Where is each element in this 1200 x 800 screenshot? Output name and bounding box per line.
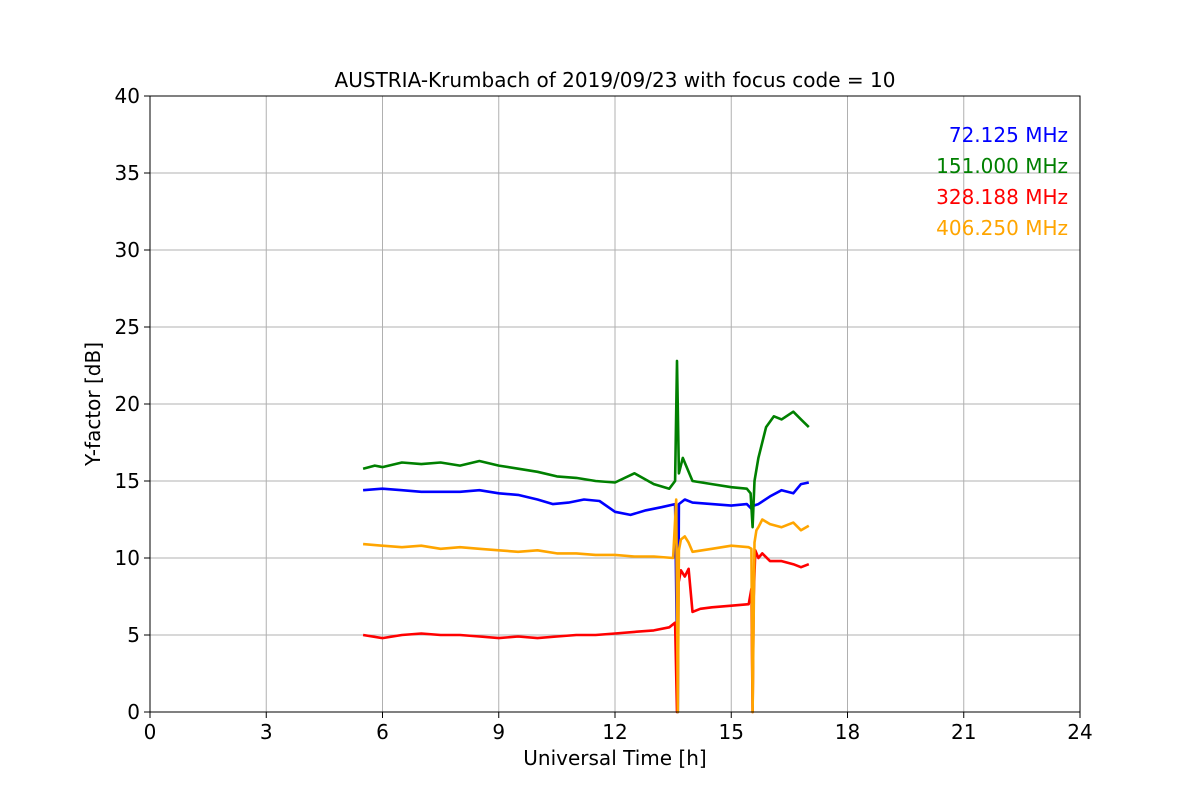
legend-entry: 151.000 MHz — [936, 154, 1068, 178]
axis-ticks: 0 3 6 9 12 15 18 21 24 0 5 10 15 20 25 30 35 40 — [115, 84, 1093, 744]
series-line-72-125-mhz — [362, 481, 810, 714]
x-tick-label: 0 — [144, 720, 157, 744]
series-layer — [362, 359, 810, 714]
legend: 72.125 MHz 151.000 MHz 328.188 MHz 406.250 … — [936, 123, 1068, 240]
y-axis-label: Y-factor [dB] — [81, 342, 105, 467]
y-tick-label: 15 — [115, 469, 140, 493]
x-tick-label: 18 — [835, 720, 860, 744]
y-tick-label: 40 — [115, 84, 140, 108]
x-tick-label: 12 — [602, 720, 627, 744]
y-tick-label: 35 — [115, 161, 140, 185]
legend-entry: 328.188 MHz — [936, 185, 1068, 209]
legend-entry: 406.250 MHz — [936, 216, 1068, 240]
legend-entry: 72.125 MHz — [949, 123, 1068, 147]
series-line-151-000-mhz — [362, 359, 810, 529]
x-tick-label: 15 — [719, 720, 744, 744]
x-tick-label: 6 — [376, 720, 389, 744]
x-tick-label: 3 — [260, 720, 273, 744]
series-line-406-250-mhz — [362, 498, 810, 714]
y-tick-label: 25 — [115, 315, 140, 339]
chart-title: AUSTRIA-Krumbach of 2019/09/23 with focu… — [335, 68, 896, 92]
x-tick-label: 24 — [1067, 720, 1092, 744]
y-tick-label: 5 — [127, 623, 140, 647]
x-axis-label: Universal Time [h] — [523, 746, 706, 770]
y-tick-label: 20 — [115, 392, 140, 416]
y-tick-label: 30 — [115, 238, 140, 262]
x-tick-label: 21 — [951, 720, 976, 744]
x-tick-label: 9 — [492, 720, 505, 744]
y-tick-label: 10 — [115, 546, 140, 570]
y-tick-label: 0 — [127, 700, 140, 724]
